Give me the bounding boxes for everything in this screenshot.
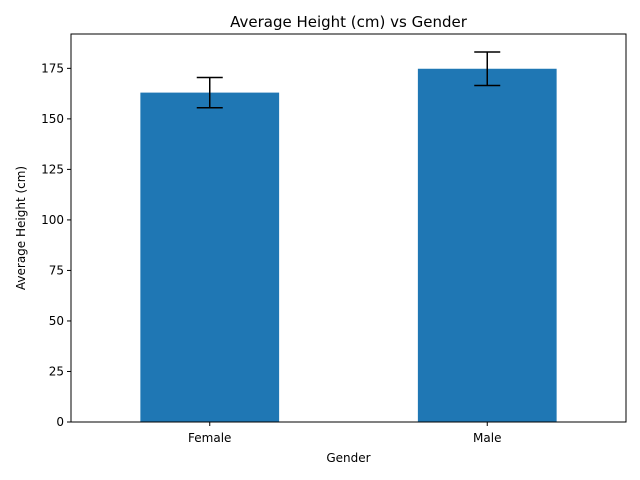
bar-female	[140, 92, 280, 423]
y-tick-label: 0	[56, 415, 64, 429]
y-tick-label: 150	[41, 112, 64, 126]
y-tick-label: 100	[41, 213, 64, 227]
plot-frame	[70, 33, 627, 423]
y-tick-label: 75	[49, 263, 64, 277]
x-axis-ticks: Female Male	[188, 422, 501, 445]
y-tick-label: 125	[41, 162, 64, 176]
x-tick-label: Male	[473, 431, 501, 445]
y-axis-label: Average Height (cm)	[14, 166, 28, 290]
x-axis-label: Gender	[326, 451, 370, 465]
y-tick-label: 25	[49, 364, 64, 378]
error-bar-female	[196, 76, 223, 109]
error-bar-male	[474, 51, 501, 87]
y-axis-ticks: 0 25 50 75 100 125 150 175	[41, 61, 71, 429]
x-tick-label: Female	[188, 431, 231, 445]
bars-layer	[140, 68, 557, 423]
error-bars-layer	[196, 51, 501, 109]
chart-title: Average Height (cm) vs Gender	[230, 13, 468, 31]
y-tick-label: 50	[49, 314, 64, 328]
bar-male	[417, 68, 557, 422]
y-tick-label: 175	[41, 61, 64, 75]
